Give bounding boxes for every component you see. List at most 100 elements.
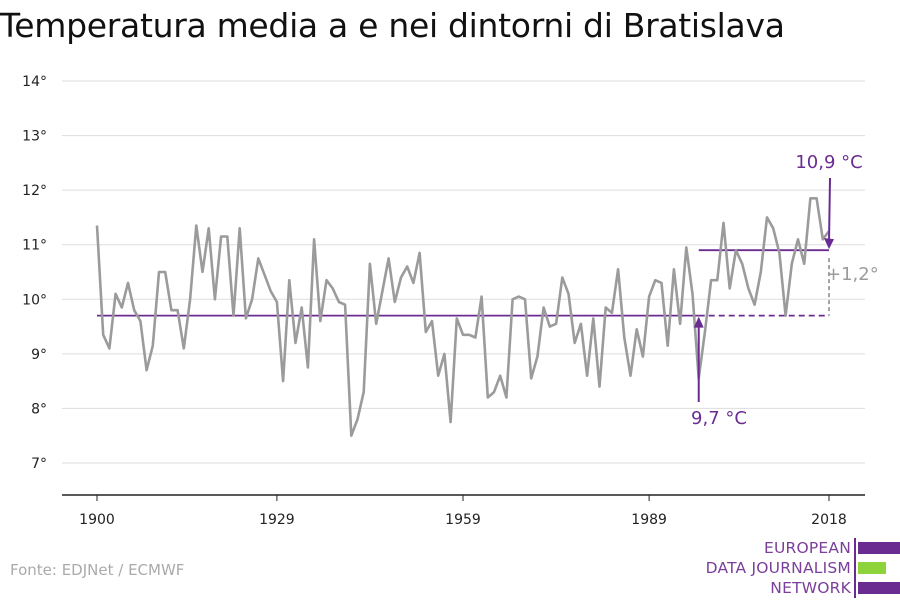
series-line (95, 197, 831, 438)
data-point (742, 263, 743, 264)
data-point (779, 252, 780, 253)
data-point (748, 288, 749, 289)
data-point (680, 323, 681, 324)
data-point (307, 367, 308, 368)
data-point (456, 318, 457, 319)
y-tick-label: 7° (31, 456, 47, 472)
data-point (283, 381, 284, 382)
data-point (512, 299, 513, 300)
data-point (444, 353, 445, 354)
data-point (239, 228, 240, 229)
logo-bar-purple-2 (858, 582, 900, 594)
data-point (754, 304, 755, 305)
data-point (394, 302, 395, 303)
data-point (797, 239, 798, 240)
annotation-recent-mean: 10,9 °C (795, 152, 862, 173)
x-tick-label: 2018 (811, 512, 847, 528)
data-point (252, 299, 253, 300)
data-point (295, 342, 296, 343)
data-point (494, 392, 495, 393)
data-point (587, 375, 588, 376)
x-tick-label: 1959 (445, 512, 481, 528)
data-point (115, 293, 116, 294)
data-point (729, 288, 730, 289)
x-tick-label: 1989 (631, 512, 667, 528)
data-point (214, 299, 215, 300)
data-point (549, 326, 550, 327)
y-axis: 7° 8° 9° 10° 11° 12° 13° 14° (22, 74, 47, 472)
data-point (264, 274, 265, 275)
data-point (711, 280, 712, 281)
data-point (301, 307, 302, 308)
x-tick-label: 1929 (259, 512, 295, 528)
series-layer (95, 197, 831, 438)
data-point (655, 280, 656, 281)
data-point (661, 282, 662, 283)
data-point (103, 334, 104, 335)
data-point (376, 323, 377, 324)
data-point (791, 263, 792, 264)
data-point (400, 277, 401, 278)
arrowhead-recent-mean (824, 238, 834, 250)
data-point (624, 337, 625, 338)
data-point (487, 397, 488, 398)
data-point (450, 422, 451, 423)
logo-line-3: NETWORK (770, 579, 851, 597)
data-point (580, 323, 581, 324)
grid-lines (62, 80, 865, 464)
data-point (109, 348, 110, 349)
data-point (227, 236, 228, 237)
data-point (543, 307, 544, 308)
data-point (475, 337, 476, 338)
data-point (822, 239, 823, 240)
data-point (382, 291, 383, 292)
data-point (642, 356, 643, 357)
data-point (425, 332, 426, 333)
data-point (537, 356, 538, 357)
data-point (128, 282, 129, 283)
edjnet-logo: EUROPEAN DATA JOURNALISM NETWORK (700, 538, 900, 598)
data-point (735, 250, 736, 251)
data-point (531, 378, 532, 379)
data-point (202, 272, 203, 273)
data-point (419, 252, 420, 253)
data-point (717, 280, 718, 281)
data-point (345, 304, 346, 305)
data-point (388, 258, 389, 259)
data-point (146, 370, 147, 371)
data-point (183, 348, 184, 349)
y-tick-label: 14° (22, 74, 47, 90)
data-point (481, 296, 482, 297)
chart-title: Temperatura media a e nei dintorni di Br… (0, 6, 785, 45)
data-point (692, 293, 693, 294)
data-point (438, 375, 439, 376)
data-point (165, 272, 166, 273)
data-point (463, 334, 464, 335)
data-point (351, 435, 352, 436)
data-point (190, 299, 191, 300)
annotation-baseline: 9,7 °C (691, 408, 747, 429)
data-point (363, 392, 364, 393)
data-point (760, 272, 761, 273)
data-point (221, 236, 222, 237)
data-point (320, 321, 321, 322)
data-point (196, 225, 197, 226)
data-point (649, 296, 650, 297)
arrow-recent-mean (828, 177, 831, 243)
y-tick-label: 8° (31, 401, 47, 417)
data-point (289, 280, 290, 281)
data-point (562, 277, 563, 278)
data-point (673, 269, 674, 270)
data-point (599, 386, 600, 387)
data-point (568, 293, 569, 294)
logo-line-1: EUROPEAN (763, 539, 851, 557)
data-point (723, 222, 724, 223)
data-point (773, 228, 774, 229)
data-point (159, 272, 160, 273)
y-tick-label: 11° (22, 238, 47, 254)
data-point (500, 375, 501, 376)
data-point (134, 310, 135, 311)
annotations: 10,9 °C 9,7 °C +1,2° (691, 152, 879, 429)
data-point (357, 419, 358, 420)
